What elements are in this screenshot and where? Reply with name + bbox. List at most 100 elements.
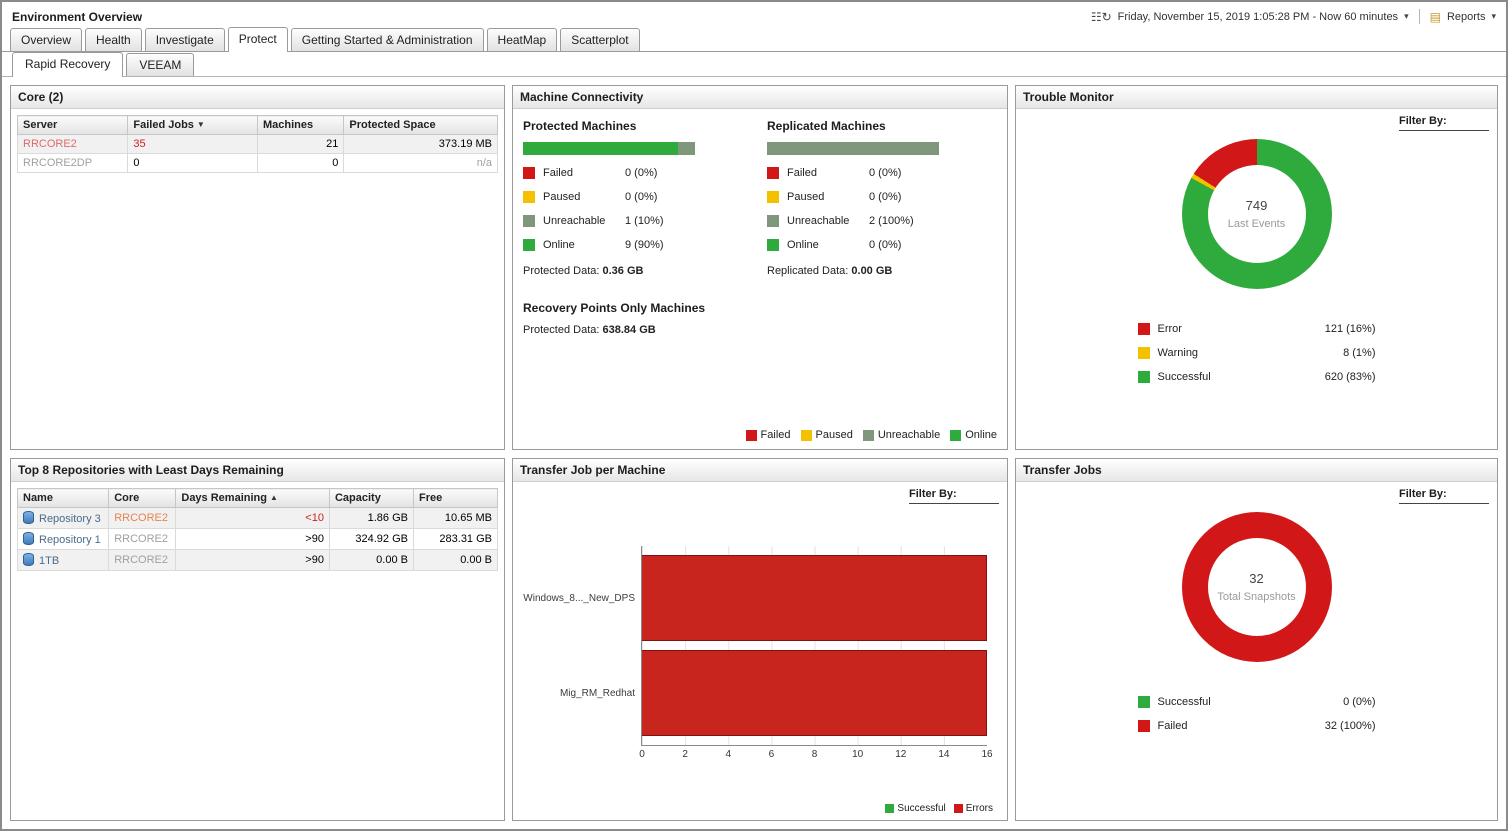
trouble-monitor-legend: Error 121 (16%) Warning 8 (1%) Successfu… [1137,323,1376,383]
failed-swatch [523,167,535,179]
transfer-job-title: Transfer Job per Machine [513,459,1007,482]
errors-bar[interactable] [642,555,987,641]
replicated-machines-section: Replicated Machines Failed 0 (0%) Paused [753,119,997,277]
online-swatch [767,239,779,251]
protected-machines-bar [523,142,695,155]
tab-investigate[interactable]: Investigate [144,28,225,51]
subtab-rapid-recovery[interactable]: Rapid Recovery [12,52,124,77]
tab-getting-started[interactable]: Getting Started & Administration [290,28,484,51]
legend-item-paused: Paused 0 (0%) [767,191,997,203]
tab-overview[interactable]: Overview [10,28,83,51]
filter-by-control[interactable]: Filter By: [909,488,999,504]
time-range-caret-icon[interactable]: ▾ [1404,11,1409,21]
donut-center: 749 Last Events [1207,165,1306,263]
transfer-jobs-legend: Successful 0 (0%) Failed 32 (100%) [1137,696,1376,732]
errors-bar[interactable] [642,650,987,736]
tab-protect[interactable]: Protect [227,27,288,52]
reports-icon: ▤ [1429,9,1441,24]
paused-swatch [800,429,812,441]
col-server[interactable]: Server [16,115,129,135]
x-axis: 0 2 4 6 8 10 12 14 16 [639,749,993,760]
filter-by-label: Filter By: [909,488,957,500]
core-link[interactable]: RRCORE2 [108,507,177,529]
replicated-data-line: Replicated Data: 0.00 GB [767,265,893,277]
col-machines[interactable]: Machines [256,115,345,135]
unreachable-swatch [862,429,874,441]
successful-swatch [1137,696,1150,708]
col-free[interactable]: Free [412,488,499,508]
main-tab-bar: Overview Health Investigate Protect Gett… [2,27,1506,52]
failed-swatch [745,429,757,441]
legend-item-successful: Successful [885,803,946,814]
server-link[interactable]: RRCORE2DP [16,153,129,173]
filter-by-control[interactable]: Filter By: [1399,115,1489,131]
bar-plot-area: 0 2 4 6 8 10 12 14 16 [639,546,993,760]
time-range-control[interactable]: Friday, November 15, 2019 1:05:28 PM - N… [1117,10,1399,23]
filter-by-control[interactable]: Filter By: [1399,488,1489,504]
table-row[interactable]: RRCORE2DP 0 0 n/a [16,153,498,173]
bar-segment-online [523,142,678,155]
paused-swatch [523,191,535,203]
filter-by-label: Filter By: [1399,115,1447,127]
repositories-table: Name Core Days Remaining ▲ Capacity Free … [16,488,499,571]
col-name[interactable]: Name [16,488,110,508]
machine-connectivity-title: Machine Connectivity [513,86,1007,109]
legend-item-failed: Failed 0 (0%) [767,167,997,179]
database-icon [23,553,34,566]
legend-item-error: Error 121 (16%) [1137,323,1376,335]
core-panel: Core (2) Server Failed Jobs ▼ Machines Pr… [10,85,505,450]
sub-tab-bar: Rapid Recovery VEEAM [2,52,1506,77]
bar-segment-unreachable [767,142,939,155]
core-link[interactable]: RRCORE2 [108,549,177,571]
legend-item-online: Online [950,429,997,441]
legend-item-successful: Successful 620 (83%) [1137,371,1376,383]
transfer-job-chart: Windows_8..._New_DPS Mig_RM_Redhat 0 2 4… [523,546,993,760]
machine-label: Mig_RM_Redhat [559,688,635,700]
reports-caret-icon[interactable]: ▾ [1491,11,1496,21]
repository-link[interactable]: Repository 3 [39,513,101,525]
col-capacity[interactable]: Capacity [328,488,414,508]
machine-connectivity-panel: Machine Connectivity Protected Machines … [512,85,1008,450]
online-swatch [523,239,535,251]
legend-item-warning: Warning 8 (1%) [1137,347,1376,359]
legend-item-failed: Failed 0 (0%) [523,167,753,179]
core-link[interactable]: RRCORE2 [108,528,177,550]
legend-item-errors: Errors [953,803,993,814]
repository-link[interactable]: Repository 1 [39,534,101,546]
table-row[interactable]: 1TB RRCORE2 >90 0.00 B 0.00 B [16,549,499,571]
connectivity-footer-legend: Failed Paused Unreachable Online [745,429,997,441]
tab-health[interactable]: Health [85,28,142,51]
server-link[interactable]: RRCORE2 [16,134,129,154]
failed-swatch [767,167,779,179]
reports-button[interactable]: Reports [1446,10,1486,23]
legend-item-failed: Failed [745,429,791,441]
col-protected-space[interactable]: Protected Space [343,115,498,135]
subtab-veeam[interactable]: VEEAM [126,53,195,76]
total-snapshots-donut: 32 Total Snapshots [1181,512,1332,662]
col-failed-jobs[interactable]: Failed Jobs ▼ [127,115,258,135]
successful-swatch [1137,371,1150,383]
legend-item-unreachable: Unreachable [862,429,940,441]
replicated-machines-heading: Replicated Machines [767,119,886,133]
successful-swatch [885,804,895,813]
repositories-title: Top 8 Repositories with Least Days Remai… [11,459,504,482]
transfer-job-chart-legend: Successful Errors [885,803,993,814]
core-panel-title: Core (2) [11,86,504,109]
tab-scatterplot[interactable]: Scatterplot [560,28,640,51]
legend-item-unreachable: Unreachable 1 (10%) [523,215,753,227]
recovery-points-data-line: Protected Data: 638.84 GB [523,324,656,336]
col-core[interactable]: Core [108,488,177,508]
col-days-remaining[interactable]: Days Remaining ▲ [175,488,330,508]
repository-link[interactable]: 1TB [39,555,60,567]
transfer-job-per-machine-panel: Transfer Job per Machine Filter By: Wind… [512,458,1008,821]
table-row[interactable]: Repository 3 RRCORE2 <10 1.86 GB 10.65 M… [16,507,499,529]
table-row[interactable]: Repository 1 RRCORE2 >90 324.92 GB 283.3… [16,528,499,550]
repositories-panel: Top 8 Repositories with Least Days Remai… [10,458,505,821]
table-row[interactable]: RRCORE2 35 21 373.19 MB [16,134,498,154]
last-events-donut: 749 Last Events [1181,139,1332,289]
bar-segment-unreachable [677,142,695,155]
legend-item-online: Online 9 (90%) [523,239,753,251]
tab-heatmap[interactable]: HeatMap [486,28,558,51]
sort-desc-icon: ▼ [196,120,205,129]
protected-data-line: Protected Data: 0.36 GB [523,265,644,277]
